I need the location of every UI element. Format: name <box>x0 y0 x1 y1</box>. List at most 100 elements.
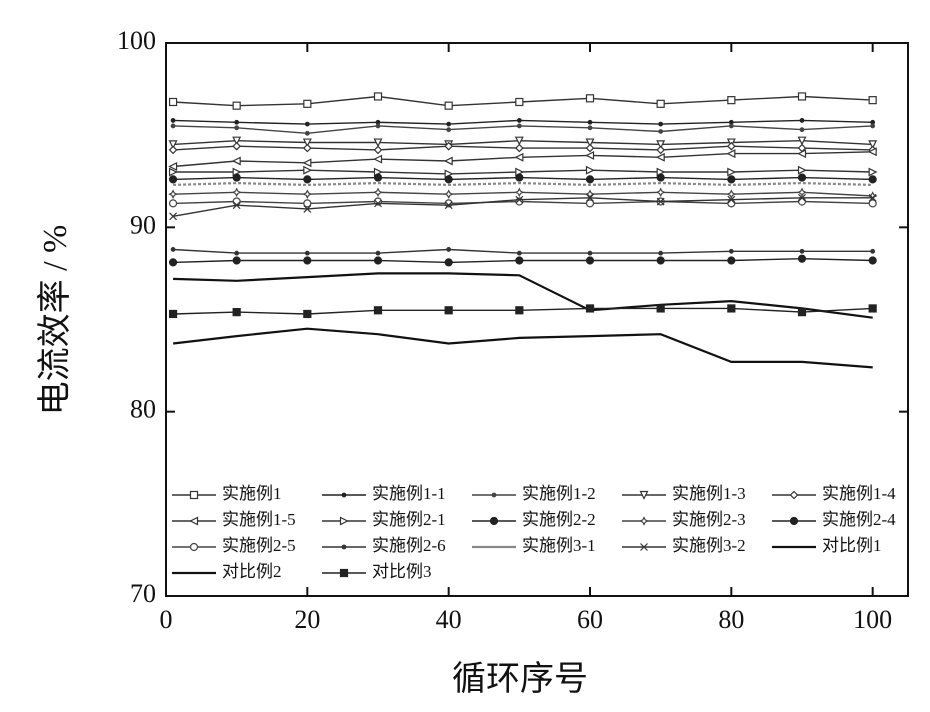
marker <box>518 251 522 255</box>
marker <box>233 174 240 181</box>
x-tick-label: 80 <box>718 605 744 634</box>
marker <box>516 98 523 105</box>
marker <box>728 150 735 157</box>
marker <box>375 146 382 153</box>
y-tick-label: 80 <box>130 395 156 424</box>
marker <box>587 257 594 264</box>
marker <box>869 176 876 183</box>
marker <box>492 493 496 497</box>
marker <box>800 119 804 123</box>
marker <box>491 518 498 525</box>
marker <box>588 126 592 130</box>
marker <box>657 154 664 161</box>
marker <box>516 174 523 181</box>
marker <box>171 124 175 128</box>
marker <box>375 93 382 100</box>
x-tick-label: 60 <box>577 605 603 634</box>
marker <box>641 518 648 525</box>
marker <box>588 120 592 124</box>
marker <box>306 132 310 136</box>
marker <box>445 102 452 109</box>
marker <box>447 122 451 126</box>
marker <box>376 124 380 128</box>
legend-label: 实施例1-3 <box>672 484 746 503</box>
marker <box>233 309 240 316</box>
marker <box>657 174 664 181</box>
marker <box>171 248 175 252</box>
marker <box>869 169 876 176</box>
marker <box>170 310 177 317</box>
marker <box>659 251 663 255</box>
marker <box>657 146 664 153</box>
marker <box>587 167 594 174</box>
legend-label: 实施例2-4 <box>822 510 896 529</box>
marker <box>799 167 806 174</box>
marker <box>728 169 735 176</box>
marker <box>799 93 806 100</box>
marker <box>445 307 452 314</box>
marker <box>375 257 382 264</box>
marker <box>233 102 240 109</box>
y-tick-label: 90 <box>130 210 156 239</box>
legend-label: 实施例1 <box>222 484 282 503</box>
marker <box>342 545 346 549</box>
marker <box>191 518 198 525</box>
marker <box>341 518 348 525</box>
marker <box>233 198 240 205</box>
marker <box>799 174 806 181</box>
x-axis-label: 循环序号 <box>452 660 588 698</box>
marker <box>445 157 452 164</box>
marker <box>375 156 382 163</box>
marker <box>233 257 240 264</box>
chart: 循环序号 电流效率 / % 708090100020406080100实施例1实… <box>0 0 930 712</box>
marker <box>170 146 177 153</box>
legend-label: 对比例3 <box>372 562 432 581</box>
legend-label: 实施例2-1 <box>372 510 446 529</box>
marker <box>659 130 663 134</box>
marker <box>233 143 240 150</box>
marker <box>445 191 452 198</box>
marker <box>728 143 735 150</box>
marker <box>304 176 311 183</box>
marker <box>304 191 311 198</box>
marker <box>376 251 380 255</box>
marker <box>518 124 522 128</box>
marker <box>516 154 523 161</box>
marker <box>869 257 876 264</box>
marker <box>376 120 380 124</box>
marker <box>170 191 177 198</box>
marker <box>871 124 875 128</box>
marker <box>587 95 594 102</box>
series-line <box>173 329 873 368</box>
y-tick-label: 100 <box>117 26 156 55</box>
marker <box>445 259 452 266</box>
marker <box>730 120 734 124</box>
x-tick-label: 100 <box>853 605 892 634</box>
marker <box>800 128 804 132</box>
marker <box>869 97 876 104</box>
marker <box>447 128 451 132</box>
marker <box>304 167 311 174</box>
marker <box>516 145 523 152</box>
series-line <box>173 183 873 185</box>
legend-label: 实施例1-1 <box>372 484 446 503</box>
series-line <box>173 120 873 124</box>
marker <box>587 145 594 152</box>
marker <box>728 305 735 312</box>
marker <box>587 191 594 198</box>
marker <box>657 305 664 312</box>
marker <box>235 251 239 255</box>
legend-label: 实施例2-2 <box>522 510 596 529</box>
marker <box>304 145 311 152</box>
legend-label: 实施例2-3 <box>672 510 746 529</box>
marker <box>587 305 594 312</box>
series-line <box>173 250 873 254</box>
marker <box>730 124 734 128</box>
legend-label: 对比例1 <box>822 536 882 555</box>
marker <box>728 257 735 264</box>
x-tick-label: 40 <box>436 605 462 634</box>
marker <box>191 492 198 499</box>
marker <box>518 119 522 123</box>
x-tick-label: 0 <box>160 605 173 634</box>
y-tick-label: 70 <box>130 579 156 608</box>
